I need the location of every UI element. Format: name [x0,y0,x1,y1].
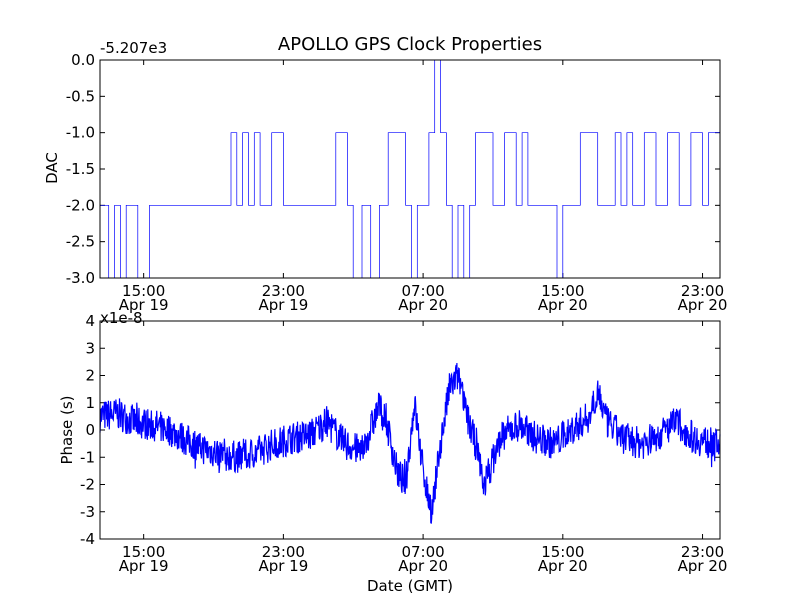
phase-x-tick-time-label: 15:00 [122,543,165,561]
phase-y-axis-label: Phase (s) [58,395,76,464]
phase-x-tick-time-label: 07:00 [401,543,444,561]
phase-y-tick-label: 2 [85,367,95,385]
phase-x-tick-date-label: Apr 19 [119,557,169,575]
phase-x-axis-label: Date (GMT) [367,577,453,595]
phase-y-tick-label: -4 [80,530,95,548]
dac-y-tick-label: -2.0 [66,196,95,214]
dac-x-tick-time-label: 15:00 [122,282,165,300]
dac-x-tick-time-label: 07:00 [401,282,444,300]
phase-x-tick-time-label: 23:00 [262,543,305,561]
phase-x-tick-date-label: Apr 19 [258,557,308,575]
phase-y-tick-label: 4 [85,312,95,330]
phase-y-tick-label: -3 [80,503,95,521]
dac-x-tick-time-label: 23:00 [681,282,724,300]
dac-y-tick-label: -2.5 [66,233,95,251]
dac-x-tick-date-label: Apr 20 [538,296,588,314]
phase-offset-text: x1e-8 [100,309,143,327]
dac-plot-frame [99,59,721,279]
phase-y-tick-label: -1 [80,448,95,466]
phase-x-tick-date-label: Apr 20 [398,557,448,575]
chart-title: APOLLO GPS Clock Properties [278,34,542,55]
dac-y-tick-label: -3.0 [66,269,95,287]
phase-y-ticks: 4 3 2 1 0 -1 -2 -3 -4 [80,312,720,548]
dac-y-tick-label: -1.5 [66,160,95,178]
dac-offset-text: -5.207e3 [100,39,167,57]
phase-y-tick-label: 3 [85,339,95,357]
phase-x-tick-time-label: 15:00 [541,543,584,561]
dac-x-tick-date-label: Apr 19 [258,296,308,314]
dac-y-tick-label: 0.0 [71,51,95,69]
dac-x-tick-date-label: Apr 19 [119,296,169,314]
dac-x-tick-date-label: Apr 20 [678,296,728,314]
phase-x-tick-date-label: Apr 20 [538,557,588,575]
dac-chart: APOLLO GPS Clock Properties -5.207e3 DAC… [43,34,727,314]
phase-y-tick-label: -2 [80,476,95,494]
dac-y-tick-label: -0.5 [66,87,95,105]
phase-y-tick-label: 1 [85,394,95,412]
dac-y-tick-label: -1.0 [66,124,95,142]
phase-series-line [99,362,721,524]
phase-plot-frame [99,320,721,540]
dac-y-axis-label: DAC [43,152,61,184]
phase-x-tick-time-label: 23:00 [681,543,724,561]
dac-x-tick-time-label: 23:00 [262,282,305,300]
phase-x-tick-date-label: Apr 20 [678,557,728,575]
dac-x-tick-time-label: 15:00 [541,282,584,300]
phase-y-tick-label: 0 [85,421,95,439]
dac-x-tick-date-label: Apr 20 [398,296,448,314]
